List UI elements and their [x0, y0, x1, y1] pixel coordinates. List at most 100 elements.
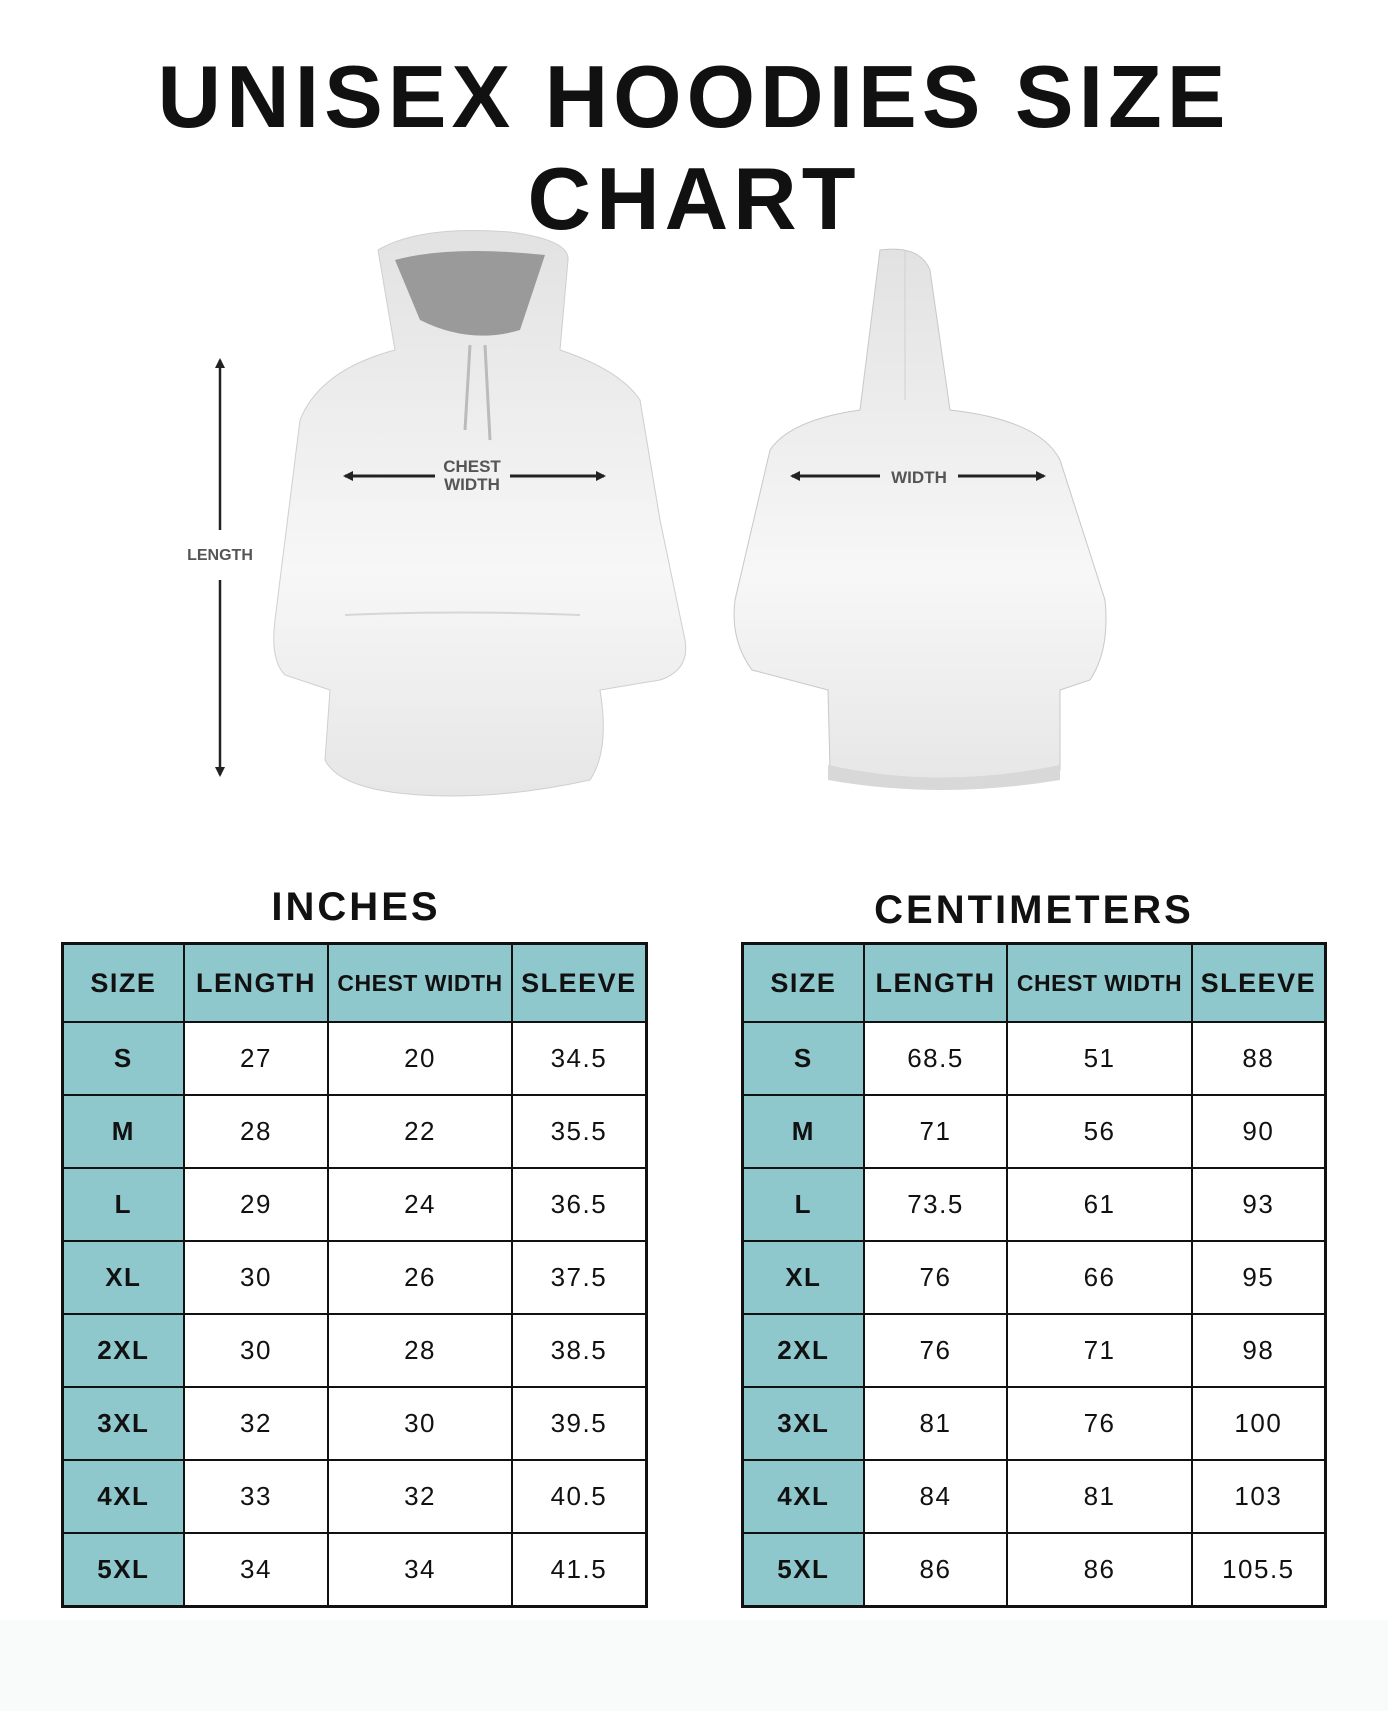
- value-cell: 34: [327, 1532, 513, 1608]
- column-header: LENGTH: [182, 942, 330, 1023]
- value-cell: 51: [1006, 1021, 1193, 1096]
- centimeters-title: CENTIMETERS: [874, 888, 1194, 932]
- value-cell: 86: [862, 1532, 1009, 1608]
- table-row: 2XL 76 71 98: [741, 1313, 1327, 1388]
- value-cell: 76: [862, 1313, 1009, 1388]
- size-cell: XL: [741, 1240, 865, 1315]
- value-cell: 93: [1190, 1167, 1327, 1242]
- column-header: CHEST WIDTH: [1006, 942, 1193, 1023]
- size-cell: 3XL: [741, 1386, 865, 1461]
- size-cell: 3XL: [61, 1386, 185, 1461]
- table-row: XL 76 66 95: [741, 1240, 1327, 1315]
- value-cell: 100: [1190, 1386, 1327, 1461]
- value-cell: 33: [182, 1459, 330, 1534]
- table-row: XL 30 26 37.5: [61, 1240, 648, 1315]
- value-cell: 22: [327, 1094, 513, 1169]
- size-cell: 2XL: [741, 1313, 865, 1388]
- size-cell: L: [61, 1167, 185, 1242]
- table-row: S 27 20 34.5: [61, 1021, 648, 1096]
- size-cell: S: [741, 1021, 865, 1096]
- table-row: 5XL 34 34 41.5: [61, 1532, 648, 1608]
- table-row: 4XL 84 81 103: [741, 1459, 1327, 1534]
- table-row: L 73.5 61 93: [741, 1167, 1327, 1242]
- value-cell: 86: [1006, 1532, 1193, 1608]
- table-row: 5XL 86 86 105.5: [741, 1532, 1327, 1608]
- size-cell: 4XL: [61, 1459, 185, 1534]
- value-cell: 29: [182, 1167, 330, 1242]
- page-title: UNISEX HOODIES SIZE CHART: [157, 47, 1231, 248]
- value-cell: 90: [1190, 1094, 1327, 1169]
- table-row: 4XL 33 32 40.5: [61, 1459, 648, 1534]
- table-row: 2XL 30 28 38.5: [61, 1313, 648, 1388]
- value-cell: 30: [182, 1240, 330, 1315]
- footer-strip: [0, 1620, 1388, 1711]
- header-row: SIZE LENGTH CHEST WIDTH SLEEVE: [741, 942, 1327, 1023]
- width-label: WIDTH: [891, 468, 947, 487]
- value-cell: 56: [1006, 1094, 1193, 1169]
- front-hoodie: [273, 230, 687, 797]
- value-cell: 37.5: [510, 1240, 648, 1315]
- value-cell: 32: [327, 1459, 513, 1534]
- column-header: SIZE: [741, 942, 865, 1023]
- value-cell: 71: [862, 1094, 1009, 1169]
- size-cell: M: [741, 1094, 865, 1169]
- value-cell: 76: [1006, 1386, 1193, 1461]
- value-cell: 32: [182, 1386, 330, 1461]
- value-cell: 36.5: [510, 1167, 648, 1242]
- hoodie-measurement-figure: LENGTH CHEST WIDTH WIDTH: [187, 230, 1107, 797]
- value-cell: 40.5: [510, 1459, 648, 1534]
- size-cell: 5XL: [741, 1532, 865, 1608]
- inches-title: INCHES: [271, 885, 441, 929]
- table-row: M 71 56 90: [741, 1094, 1327, 1169]
- size-cell: S: [61, 1021, 185, 1096]
- value-cell: 61: [1006, 1167, 1193, 1242]
- value-cell: 41.5: [510, 1532, 648, 1608]
- value-cell: 95: [1190, 1240, 1327, 1315]
- value-cell: 24: [327, 1167, 513, 1242]
- value-cell: 28: [327, 1313, 513, 1388]
- size-cell: M: [61, 1094, 185, 1169]
- size-cell: 2XL: [61, 1313, 185, 1388]
- value-cell: 39.5: [510, 1386, 648, 1461]
- size-cell: L: [741, 1167, 865, 1242]
- value-cell: 34: [182, 1532, 330, 1608]
- value-cell: 35.5: [510, 1094, 648, 1169]
- value-cell: 30: [327, 1386, 513, 1461]
- value-cell: 73.5: [862, 1167, 1009, 1242]
- size-cell: 5XL: [61, 1532, 185, 1608]
- table-row: S 68.5 51 88: [741, 1021, 1327, 1096]
- value-cell: 98: [1190, 1313, 1327, 1388]
- column-header: SLEEVE: [510, 942, 648, 1023]
- header-row: SIZE LENGTH CHEST WIDTH SLEEVE: [61, 942, 648, 1023]
- value-cell: 66: [1006, 1240, 1193, 1315]
- size-cell: XL: [61, 1240, 185, 1315]
- value-cell: 30: [182, 1313, 330, 1388]
- column-header: SLEEVE: [1190, 942, 1327, 1023]
- centimeters-table: SIZE LENGTH CHEST WIDTH SLEEVE S 68.5 51 88 M 71 5…: [741, 942, 1327, 1608]
- length-label: LENGTH: [187, 547, 253, 564]
- value-cell: 81: [862, 1386, 1009, 1461]
- table-row: M 28 22 35.5: [61, 1094, 648, 1169]
- value-cell: 103: [1190, 1459, 1327, 1534]
- value-cell: 68.5: [862, 1021, 1009, 1096]
- value-cell: 88: [1190, 1021, 1327, 1096]
- value-cell: 20: [327, 1021, 513, 1096]
- value-cell: 27: [182, 1021, 330, 1096]
- back-hoodie: [733, 248, 1107, 790]
- column-header: CHEST WIDTH: [327, 942, 513, 1023]
- column-header: LENGTH: [862, 942, 1009, 1023]
- chest-label-line1: CHEST: [443, 457, 501, 476]
- size-cell: 4XL: [741, 1459, 865, 1534]
- value-cell: 84: [862, 1459, 1009, 1534]
- column-header: SIZE: [61, 942, 185, 1023]
- value-cell: 71: [1006, 1313, 1193, 1388]
- value-cell: 26: [327, 1240, 513, 1315]
- table-row: 3XL 32 30 39.5: [61, 1386, 648, 1461]
- inches-table: SIZE LENGTH CHEST WIDTH SLEEVE S 27 20 34.5 M 28 2…: [61, 942, 648, 1608]
- table-row: 3XL 81 76 100: [741, 1386, 1327, 1461]
- value-cell: 38.5: [510, 1313, 648, 1388]
- value-cell: 76: [862, 1240, 1009, 1315]
- value-cell: 105.5: [1190, 1532, 1327, 1608]
- table-row: L 29 24 36.5: [61, 1167, 648, 1242]
- value-cell: 81: [1006, 1459, 1193, 1534]
